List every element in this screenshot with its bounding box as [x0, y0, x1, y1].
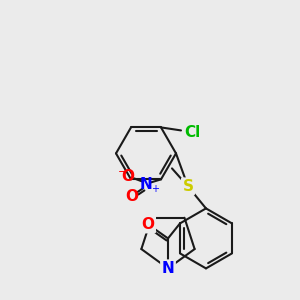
Text: O: O [122, 169, 134, 184]
Text: +: + [151, 184, 159, 194]
Text: O: O [142, 217, 154, 232]
Text: N: N [162, 261, 174, 276]
Text: N: N [140, 177, 152, 192]
Text: Cl: Cl [184, 125, 200, 140]
Text: S: S [182, 179, 194, 194]
Text: O: O [125, 189, 139, 204]
Text: −: − [118, 167, 128, 177]
